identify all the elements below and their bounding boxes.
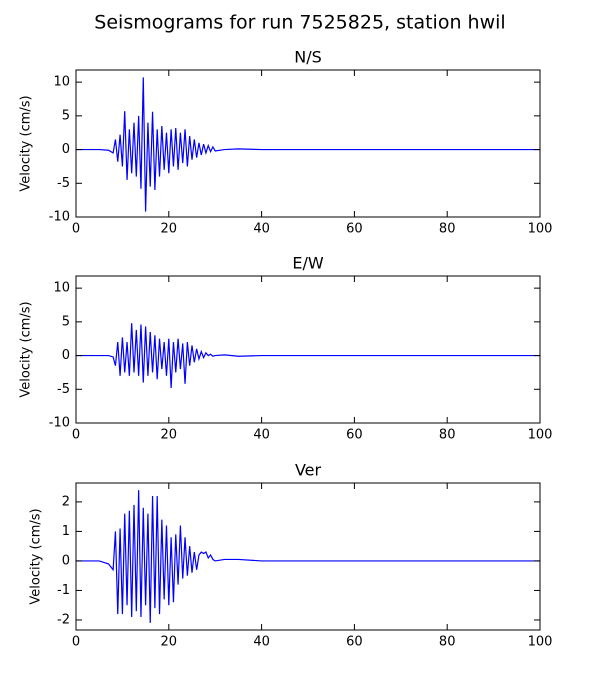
plot-frame [75, 275, 541, 424]
trace-line [76, 77, 540, 212]
x-tick-label: 100 [528, 428, 553, 443]
plot-frame [75, 69, 541, 218]
x-tick-label: 40 [253, 635, 270, 650]
x-tick-label: 0 [72, 635, 80, 650]
y-tick-label: 5 [62, 314, 70, 329]
y-tick-label: -10 [49, 210, 70, 225]
x-tick-label: 60 [346, 428, 363, 443]
x-tick-label: 60 [346, 635, 363, 650]
x-tick-label: 40 [253, 428, 270, 443]
y-tick-label: 5 [62, 108, 70, 123]
x-tick-label: 80 [439, 222, 456, 237]
subplot-title: Ver [295, 461, 322, 480]
y-tick-label: 2 [62, 494, 70, 509]
x-tick-label: 0 [72, 222, 80, 237]
x-tick-label: 20 [161, 222, 178, 237]
x-tick-label: 20 [161, 635, 178, 650]
y-tick-label: -5 [57, 382, 70, 397]
x-tick-label: 100 [528, 222, 553, 237]
y-tick-label: 10 [53, 281, 70, 296]
y-axis-label: Velocity (cm/s) [29, 508, 44, 604]
y-tick-label: 10 [53, 75, 70, 90]
y-axis-label: Velocity (cm/s) [19, 95, 34, 191]
y-tick-label: -10 [49, 416, 70, 431]
y-axis-label: Velocity (cm/s) [19, 301, 34, 397]
x-tick-label: 0 [72, 428, 80, 443]
y-tick-label: -5 [57, 176, 70, 191]
x-tick-label: 80 [439, 635, 456, 650]
x-tick-label: 80 [439, 428, 456, 443]
y-tick-label: 0 [62, 553, 70, 568]
figure-title: Seismograms for run 7525825, station hwi… [94, 12, 505, 34]
x-tick-label: 20 [161, 428, 178, 443]
y-tick-label: 0 [62, 142, 70, 157]
x-tick-label: 60 [346, 222, 363, 237]
y-tick-label: -1 [57, 583, 70, 598]
x-tick-label: 40 [253, 222, 270, 237]
y-tick-label: 0 [62, 348, 70, 363]
trace-line [76, 323, 540, 388]
y-tick-label: 1 [62, 524, 70, 539]
plot-frame [75, 482, 541, 631]
trace-line [76, 490, 540, 623]
x-tick-label: 100 [528, 635, 553, 650]
subplot-title: N/S [294, 48, 322, 67]
subplot-title: E/W [292, 254, 324, 273]
y-tick-label: -2 [57, 612, 70, 627]
